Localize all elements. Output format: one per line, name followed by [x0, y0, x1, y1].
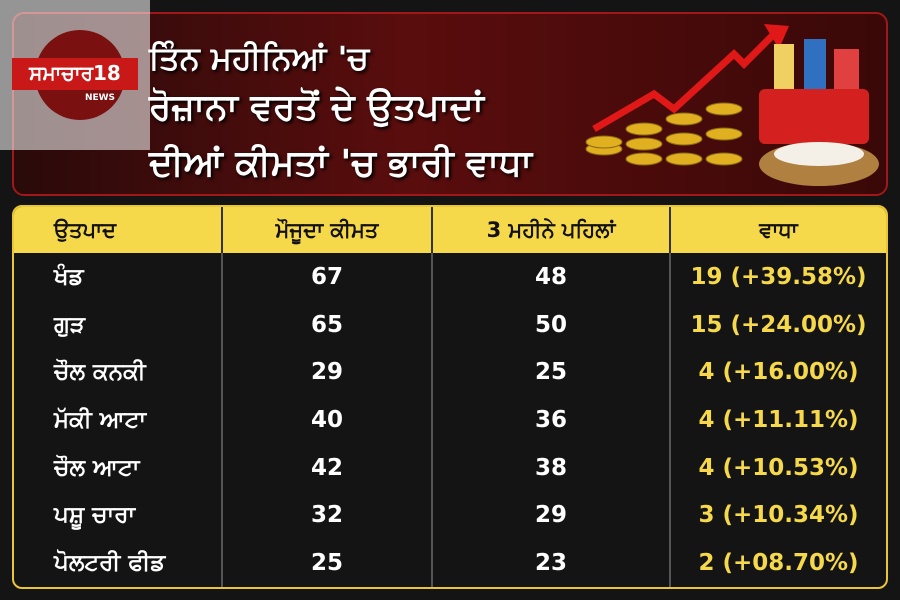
- increase: 2 (+08.70%): [698, 550, 859, 577]
- banner: ਤਿੰਨ ਮਹੀਨਿਆਂ 'ਚ ਰੋਜ਼ਾਨਾ ਵਰਤੋਂ ਦੇ ਉਤਪਾਦਾਂ…: [12, 12, 888, 196]
- headline-line: ਰੋਜ਼ਾਨਾ ਵਰਤੋਂ ਦੇ ਉਤਪਾਦਾਂ: [149, 87, 484, 128]
- column-header: ਉਤਪਾਦ: [14, 207, 223, 253]
- table-row: ਮੱਕੀ ਆਟਾ 40 36 4 (+11.11%): [14, 396, 886, 444]
- decoration: [585, 24, 879, 186]
- product-name: ਮੱਕੀ ਆਟਾ: [14, 396, 223, 444]
- price: 40: [222, 396, 433, 444]
- table-body: ਖੰਡ 67 48 19 (+39.58%) ਗੁੜ 65 50 15 (+24.00%) ਚੌ…: [14, 253, 886, 587]
- table-row: ਚੌਲ ਕਨਕੀ 29 25 4 (+16.00%): [14, 348, 886, 397]
- price-table: ਉਤਪਾਦ ਮੌਜੂਦਾ ਕੀਮਤ 3 ਮਹੀਨੇ ਪਹਿਲਾਂ ਵਾਧਾ ਖੰਡ 67…: [14, 207, 886, 587]
- price: 38: [432, 443, 671, 492]
- table-row: ਪੋਲਟਰੀ ਫੀਡ 25 23 2 (+08.70%): [14, 539, 886, 587]
- table-row: ਚੌਲ ਆਟਾ 42 38 4 (+10.53%): [14, 443, 886, 492]
- table-row: ਖੰਡ 67 48 19 (+39.58%): [14, 253, 886, 301]
- product-name: ਖੰਡ: [14, 253, 223, 301]
- logo-name: ਸਮਾਚਾਰ18: [28, 61, 121, 85]
- increase: 3 (+10.34%): [698, 502, 859, 529]
- product-name: ਪਸ਼ੂ ਚਾਰਾ: [14, 491, 223, 540]
- increase: 4 (+10.53%): [698, 454, 859, 481]
- product-name: ਚੌਲ ਆਟਾ: [14, 443, 223, 492]
- price: 42: [222, 443, 433, 492]
- price: 25: [432, 348, 671, 397]
- increase: 4 (+11.11%): [698, 406, 859, 433]
- column-header: 3 ਮਹੀਨੇ ਪਹਿਲਾਂ: [432, 207, 671, 253]
- price: 36: [432, 396, 671, 444]
- price: 48: [432, 253, 671, 301]
- price: 25: [222, 539, 433, 587]
- column-header: ਮੌਜੂਦਾ ਕੀਮਤ: [222, 207, 433, 253]
- price: 65: [222, 300, 433, 349]
- table-frame: ਉਤਪਾਦ ਮੌਜੂਦਾ ਕੀਮਤ 3 ਮਹੀਨੇ ਪਹਿਲਾਂ ਵਾਧਾ ਖੰਡ 67…: [12, 205, 888, 589]
- price: 29: [222, 348, 433, 397]
- product-name: ਗੁੜ: [14, 300, 223, 349]
- price: 50: [432, 300, 671, 349]
- headline: ਤਿੰਨ ਮਹੀਨਿਆਂ 'ਚ ਰੋਜ਼ਾਨਾ ਵਰਤੋਂ ਦੇ ਉਤਪਾਦਾਂ…: [149, 36, 532, 192]
- headline-line: ਤਿੰਨ ਮਹੀਨਿਆਂ 'ਚ: [149, 39, 369, 77]
- column-header: ਵਾਧਾ: [670, 207, 886, 253]
- price: 23: [432, 539, 671, 587]
- headline-line: ਦੀਆਂ ਕੀਮਤਾਂ 'ਚ ਭਾਰੀ ਵਾਧਾ: [149, 143, 532, 184]
- logo: ਸਮਾਚਾਰ18 NEWS: [0, 0, 150, 150]
- price: 32: [222, 491, 433, 540]
- logo-tag: NEWS: [85, 93, 115, 103]
- price: 67: [222, 253, 433, 301]
- increase: 15 (+24.00%): [690, 311, 867, 338]
- product-name: ਚੌਲ ਕਨਕੀ: [14, 348, 223, 397]
- product-name: ਪੋਲਟਰੀ ਫੀਡ: [14, 539, 223, 587]
- table-row: ਗੁੜ 65 50 15 (+24.00%): [14, 300, 886, 349]
- increase: 19 (+39.58%): [690, 263, 867, 290]
- price: 29: [432, 491, 671, 540]
- header-row: ਉਤਪਾਦ ਮੌਜੂਦਾ ਕੀਮਤ 3 ਮਹੀਨੇ ਪਹਿਲਾਂ ਵਾਧਾ: [14, 207, 886, 253]
- increase: 4 (+16.00%): [698, 359, 859, 386]
- table-row: ਪਸ਼ੂ ਚਾਰਾ 32 29 3 (+10.34%): [14, 491, 886, 540]
